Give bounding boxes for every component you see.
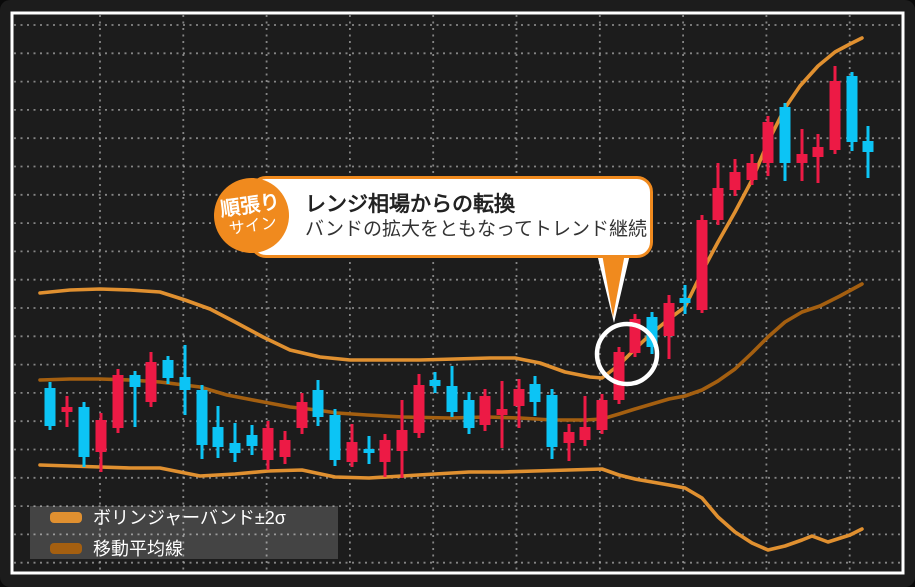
chart-legend: ボリンジャーバンド±2σ 移動平均線 [30,506,338,559]
legend-item-moving-average: 移動平均線 [50,535,338,561]
callout-subtitle: バンドの拡大をともなってトレンド継続 [305,219,648,241]
bollinger-band-swatch [50,511,82,523]
callout-title: レンジ相場からの転換 [305,193,515,216]
signal-callout: レンジ相場からの転換 バンドの拡大をともなってトレンド継続 [250,176,653,258]
legend-label-bollinger: ボリンジャーバンド±2σ [93,508,286,528]
legend-item-bollinger: ボリンジャーバンド±2σ [50,504,338,530]
moving-average-swatch [50,542,82,554]
legend-label-moving-average: 移動平均線 [93,539,183,559]
